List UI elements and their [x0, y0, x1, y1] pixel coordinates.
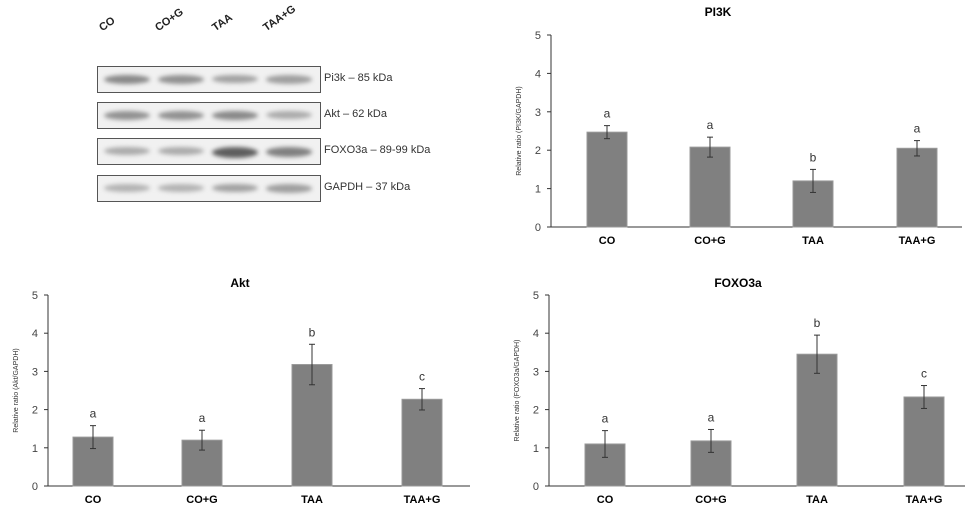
- y-tick-label: 5: [32, 290, 38, 302]
- blot-strip: [97, 102, 321, 129]
- x-tick-label: TAA: [301, 494, 323, 506]
- x-tick-label: CO: [85, 494, 102, 506]
- x-tick-label: TAA: [802, 235, 824, 247]
- x-tick-label: TAA+G: [899, 235, 936, 247]
- x-tick-label: CO: [597, 494, 614, 506]
- y-tick-label: 0: [533, 481, 539, 493]
- y-tick-label: 5: [535, 30, 541, 42]
- x-tick-label: CO+G: [694, 235, 725, 247]
- blot-strip: [97, 175, 321, 202]
- significance-label: b: [810, 150, 817, 164]
- protein-band: [266, 75, 312, 84]
- y-tick-label: 5: [533, 290, 539, 302]
- protein-band: [158, 75, 204, 84]
- protein-band: [158, 147, 204, 156]
- protein-band: [266, 147, 312, 157]
- significance-label: a: [602, 412, 609, 426]
- protein-band: [212, 111, 258, 121]
- y-tick-label: 2: [32, 405, 38, 417]
- x-tick-label: TAA+G: [404, 494, 441, 506]
- x-tick-label: CO+G: [186, 494, 217, 506]
- protein-band: [104, 184, 150, 192]
- y-tick-label: 3: [32, 366, 38, 378]
- y-tick-label: 0: [32, 481, 38, 493]
- y-tick-label: 0: [535, 222, 541, 234]
- blot-label: Akt – 62 kDa: [324, 108, 387, 120]
- x-tick-label: CO+G: [695, 494, 726, 506]
- protein-band: [158, 184, 204, 192]
- protein-band: [104, 75, 150, 85]
- y-tick-label: 4: [533, 328, 539, 340]
- blot-label: FOXO3a – 89-99 kDa: [324, 144, 431, 156]
- blot-label: Pi3k – 85 kDa: [324, 72, 393, 84]
- significance-label: c: [921, 367, 927, 381]
- blot-strip: [97, 138, 321, 165]
- x-tick-label: TAA: [806, 494, 828, 506]
- significance-label: c: [419, 370, 425, 384]
- x-tick-label: TAA+G: [906, 494, 943, 506]
- y-tick-label: 2: [533, 405, 539, 417]
- y-tick-label: 4: [535, 68, 541, 80]
- y-tick-label: 2: [535, 145, 541, 157]
- significance-label: a: [914, 122, 921, 136]
- y-tick-label: 1: [535, 184, 541, 196]
- significance-label: a: [604, 107, 611, 121]
- significance-label: a: [708, 410, 715, 424]
- bar: [896, 147, 938, 228]
- protein-band: [266, 184, 312, 193]
- bar: [903, 396, 945, 487]
- y-axis-label: Relative ratio (FOXO3a/GAPDH): [514, 340, 521, 442]
- protein-band: [104, 111, 150, 120]
- y-axis-label: Relative ratio (PI3K/GAPDH): [516, 86, 523, 175]
- blot-strip: [97, 66, 321, 93]
- significance-label: a: [707, 118, 714, 132]
- bar: [796, 353, 838, 487]
- chart-title: FOXO3a: [714, 276, 762, 290]
- protein-band: [158, 111, 204, 120]
- protein-band: [212, 75, 258, 84]
- x-tick-label: CO: [599, 235, 616, 247]
- blot-label: GAPDH – 37 kDa: [324, 181, 411, 193]
- protein-band: [212, 184, 258, 193]
- bar: [401, 398, 443, 487]
- bar: [689, 146, 731, 228]
- significance-label: a: [199, 411, 206, 425]
- chart-title: Akt: [230, 276, 249, 290]
- y-tick-label: 1: [533, 443, 539, 455]
- y-axis-label: Relative ratio (Akt/GAPDH): [13, 348, 20, 432]
- y-tick-label: 4: [32, 328, 38, 340]
- chart-title: PI3K: [705, 5, 732, 19]
- bar: [586, 131, 628, 228]
- protein-band: [212, 147, 258, 158]
- y-tick-label: 3: [533, 366, 539, 378]
- y-tick-label: 3: [535, 107, 541, 119]
- protein-band: [104, 147, 150, 156]
- significance-label: b: [309, 325, 316, 339]
- protein-band: [266, 111, 312, 120]
- significance-label: a: [90, 407, 97, 421]
- y-tick-label: 1: [32, 443, 38, 455]
- significance-label: b: [814, 316, 821, 330]
